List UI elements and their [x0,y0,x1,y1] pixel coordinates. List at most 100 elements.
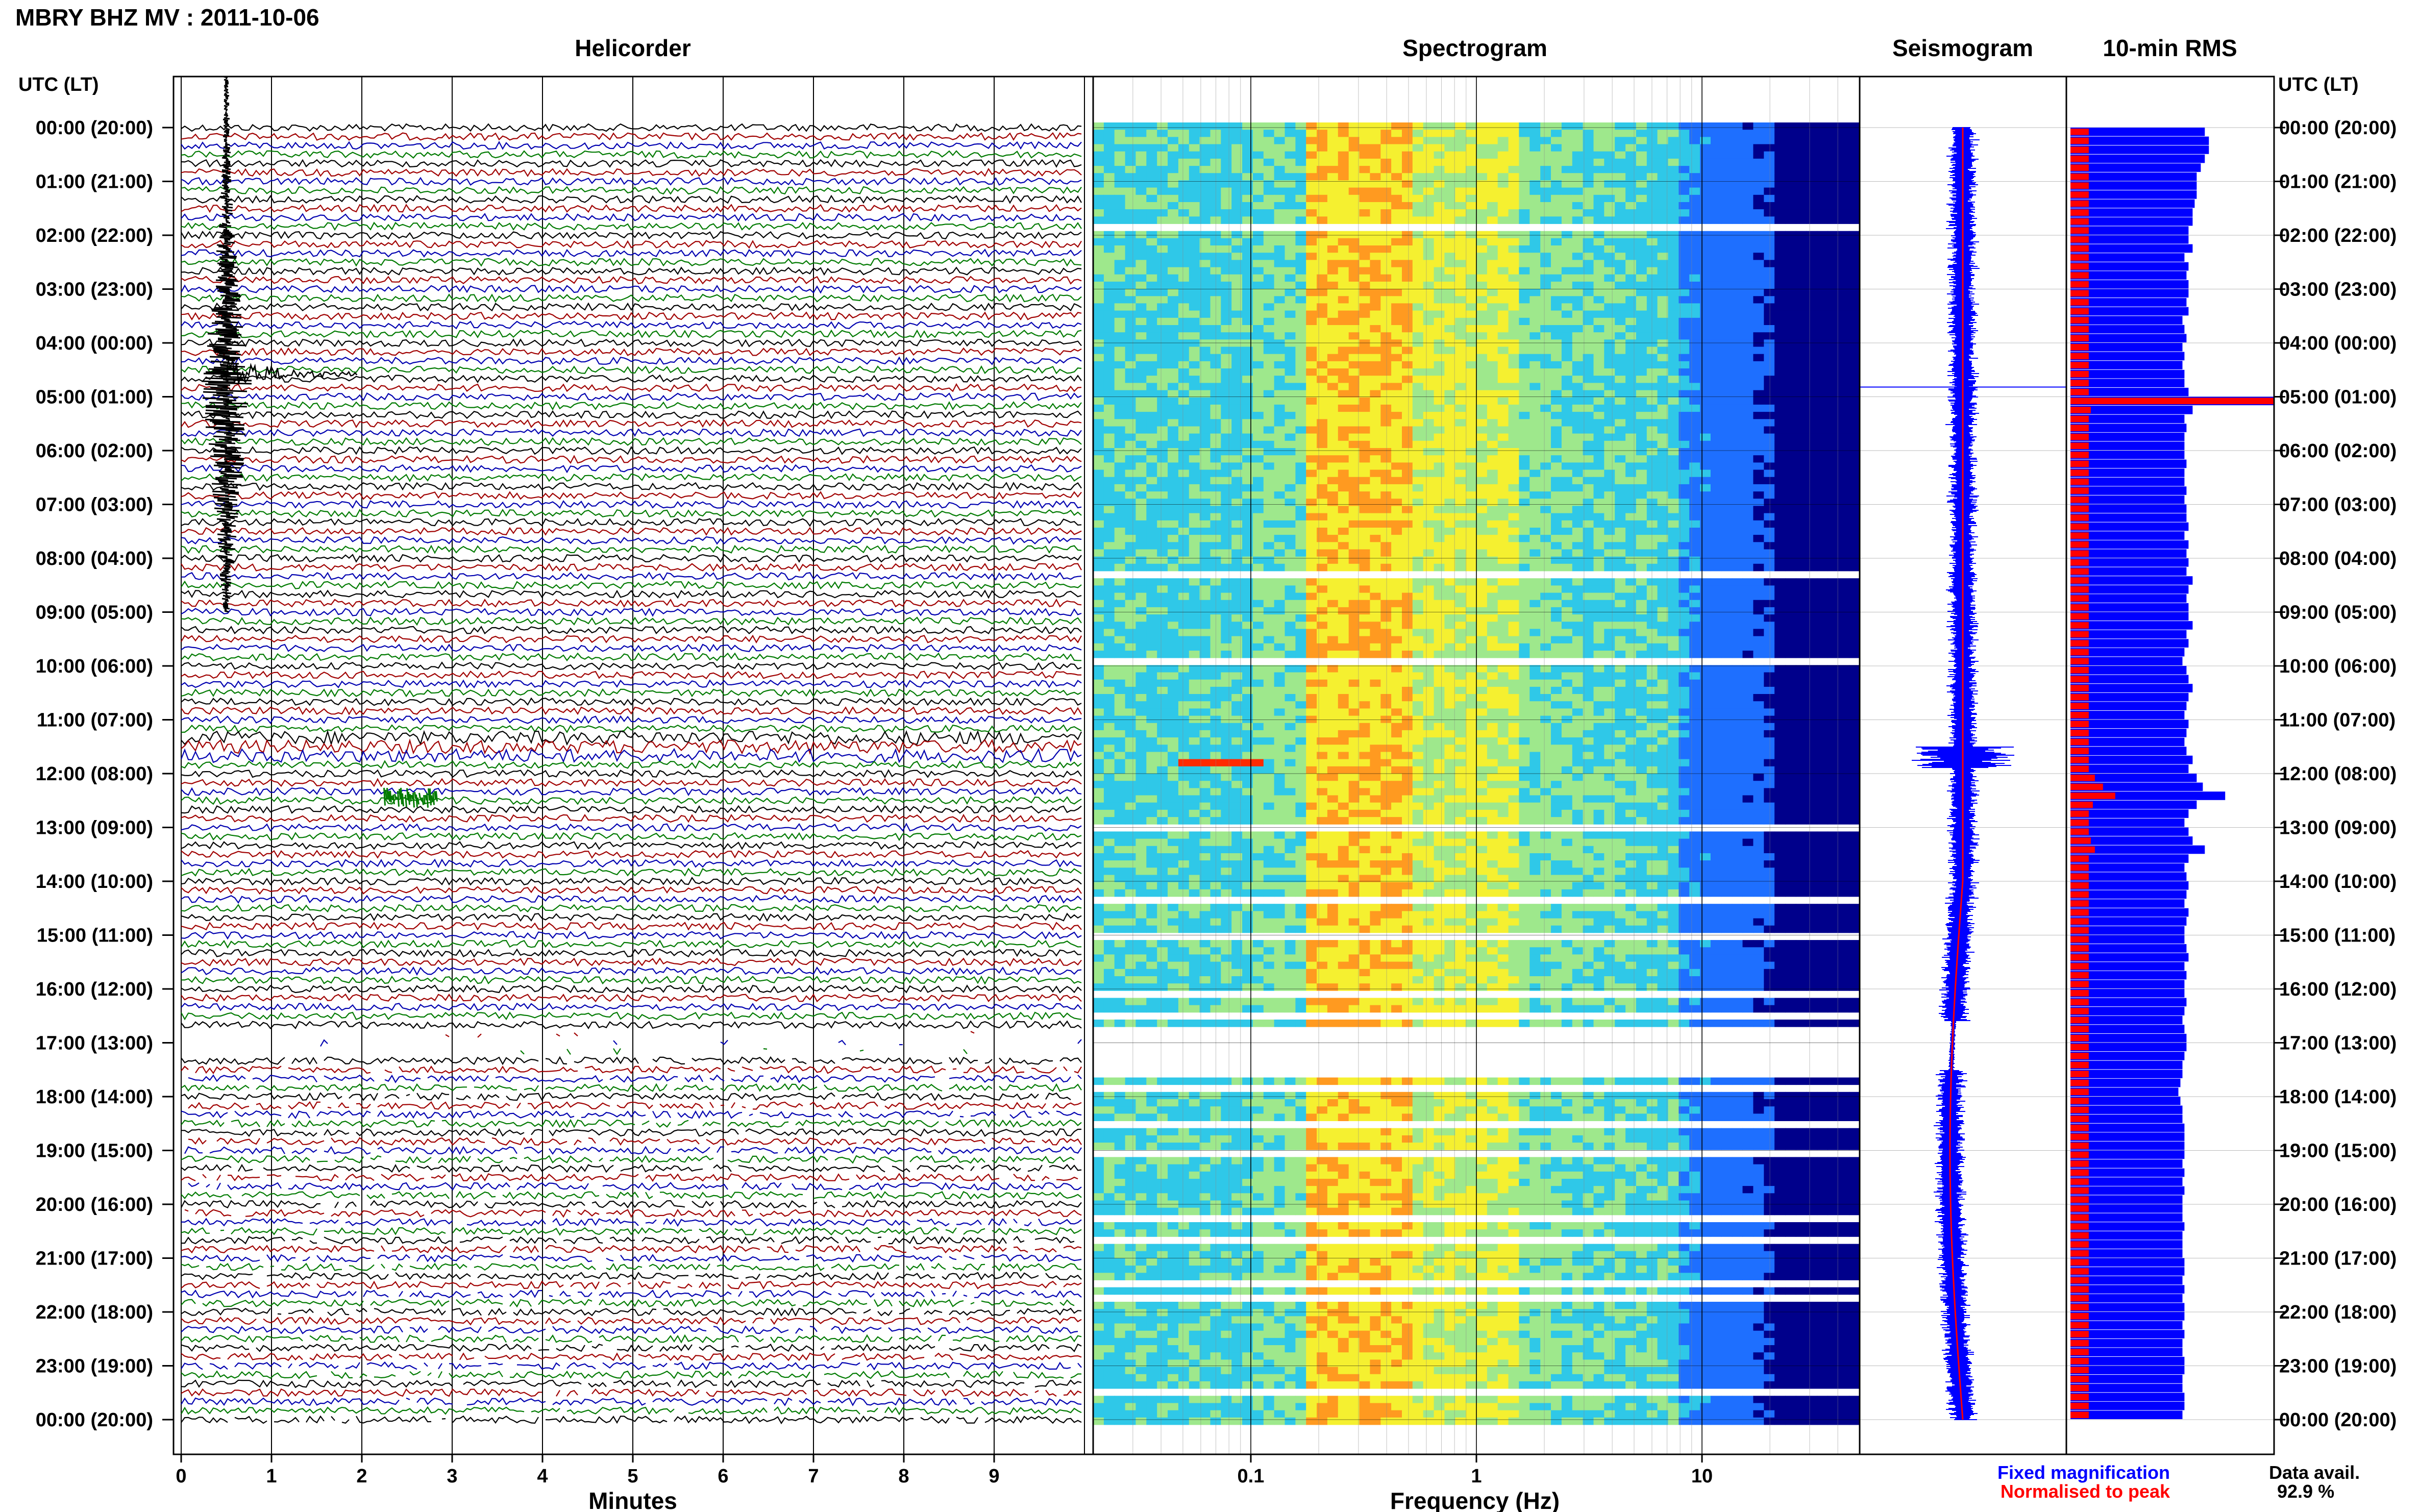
spectrogram-cell [1785,137,1796,144]
spectrogram-cell [1753,462,1764,470]
spectrogram-cell [1583,614,1594,622]
spectrogram-cell [1732,274,1743,282]
spectrogram-cell [1646,440,1658,449]
spectrogram-cell [1593,158,1605,166]
spectrogram-cell [1636,585,1647,593]
spectrogram-cell [1252,419,1264,427]
spectrogram-cell [1103,607,1115,615]
spectrogram-cell [1646,542,1658,550]
spectrogram-cell [1434,455,1445,463]
spectrogram-cell [1625,585,1637,593]
spectrogram-cell [1136,151,1147,159]
spectrogram-cell [1646,563,1658,572]
spectrogram-cell [1114,238,1126,246]
spectrogram-cell [1625,166,1637,173]
spectrogram-cell [1785,332,1796,340]
spectrogram-cell [1657,361,1669,369]
spectrogram-cell [1338,346,1349,355]
spectrogram-cell [1168,499,1179,506]
spectrogram-cell [1136,187,1147,195]
spectrogram-cell [1700,325,1711,333]
spectrogram-cell [1710,289,1722,296]
spectrogram-cell [1636,137,1647,144]
spectrogram-cell [1806,122,1818,130]
spectrogram-cell [1285,310,1296,318]
spectrogram-cell [1508,339,1520,347]
spectrogram-cell [1199,303,1211,311]
spectrogram-cell [1742,238,1754,246]
spectrogram-cell [1615,614,1626,622]
spectrogram-cell [1583,180,1594,188]
spectrogram-cell [1476,310,1488,318]
spectrogram-cell [1359,361,1370,369]
spectrogram-cell [1519,296,1530,304]
spectrogram-cell [1136,491,1147,499]
spectrogram-cell [1593,383,1605,390]
spectrogram-cell [1274,158,1286,166]
spectrogram-cell [1252,455,1264,463]
spectrogram-cell [1221,361,1232,369]
spectrogram-cell [1572,499,1584,506]
spectrogram-cell [1168,187,1179,195]
spectrogram-cell [1710,151,1722,159]
spectrogram-cell [1753,556,1764,564]
helicorder-trace [181,544,1082,554]
spectrogram-cell [1359,419,1370,427]
spectrogram-cell [1252,202,1264,210]
helicorder-trace [181,1020,1082,1030]
spectrogram-cell [1189,281,1200,289]
helicorder-trace [181,473,1082,482]
spectrogram-cell [1849,506,1860,513]
spectrogram-cell [1625,317,1637,326]
spectrogram-cell [1125,346,1137,355]
spectrogram-cell [1838,289,1849,296]
spectrogram-cell [1231,455,1243,463]
spectrogram-cell [1327,253,1339,260]
spectrogram-cell [1732,592,1743,601]
spectrogram-cell [1359,296,1370,304]
spectrogram-cell [1444,151,1455,159]
spectrogram-cell [1625,289,1637,296]
spectrogram-cell [1646,231,1658,239]
spectrogram-cell [1402,202,1413,210]
spectrogram-cell [1668,202,1679,210]
spectrogram-cell [1221,506,1232,513]
spectrogram-cell [1370,448,1381,456]
spectrogram-cell [1561,339,1573,347]
spectrogram-cell [1168,397,1179,405]
spectrogram-cell [1306,216,1317,224]
spectrogram-cell [1593,130,1605,137]
helicorder-trace [181,895,1082,904]
rms-title: 10-min RMS [2103,35,2237,61]
spectrogram-cell [1252,130,1264,137]
spectrogram-cell [1476,549,1488,557]
spectrogram-cell [1710,462,1722,470]
spectrogram-cell [1178,173,1190,181]
spectrogram-cell [1732,317,1743,326]
spectrogram-cell [1615,426,1626,434]
spectrogram-cell [1274,542,1286,550]
spectrogram-cell [1285,376,1296,383]
spectrogram-cell [1285,528,1296,535]
spectrogram-cell [1657,383,1669,390]
spectrogram-cell [1849,216,1860,224]
spectrogram-cell [1742,310,1754,318]
spectrogram-cell [1252,303,1264,311]
spectrogram-cell [1103,260,1115,267]
spectrogram-cell [1093,419,1104,427]
spectrogram-cell [1561,412,1573,419]
spectrogram-cell [1657,122,1669,130]
spectrogram-cell [1370,585,1381,593]
spectrogram-cell [1263,289,1275,296]
spectrogram-cell [1242,216,1253,224]
spectrogram-cell [1561,346,1573,355]
spectrogram-cell [1721,390,1733,398]
spectrogram-cell [1125,542,1137,550]
spectrogram-cell [1146,376,1157,383]
spectrogram-cell [1838,513,1849,521]
spectrogram-cell [1561,130,1573,137]
spectrogram-cell [1668,361,1679,369]
spectrogram-cell [1529,607,1541,615]
spectrogram-cell [1540,600,1551,608]
spectrogram-cell [1529,130,1541,137]
